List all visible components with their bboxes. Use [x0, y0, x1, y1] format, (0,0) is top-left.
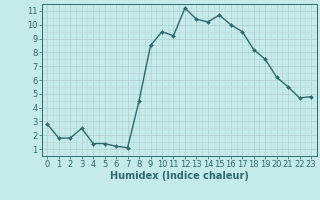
X-axis label: Humidex (Indice chaleur): Humidex (Indice chaleur) [110, 171, 249, 181]
